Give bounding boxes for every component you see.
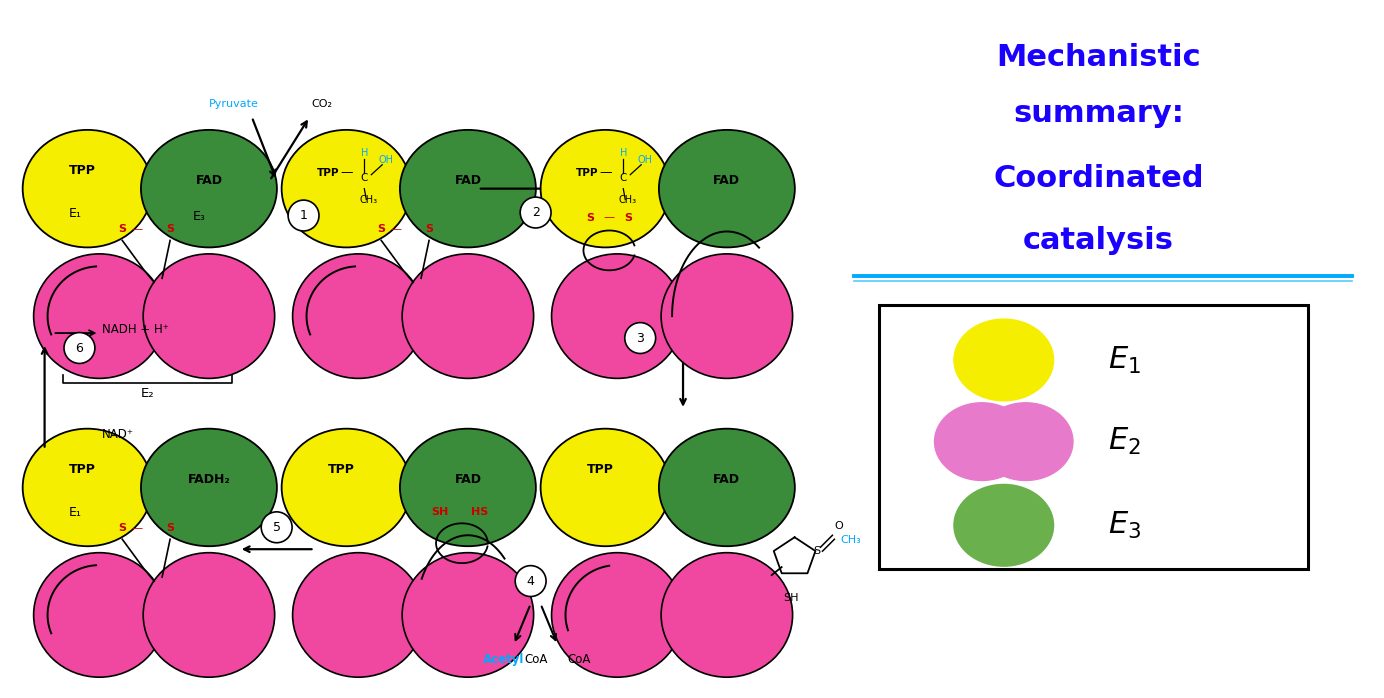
Text: 3: 3	[637, 332, 644, 345]
Text: CH₃: CH₃	[840, 535, 861, 545]
Text: Mechanistic: Mechanistic	[996, 43, 1201, 72]
Text: Acetyl: Acetyl	[483, 653, 525, 666]
Text: TPP: TPP	[69, 164, 95, 177]
Text: CH₃: CH₃	[619, 195, 637, 205]
Ellipse shape	[141, 130, 277, 247]
Text: S: S	[587, 212, 594, 223]
Text: TPP: TPP	[69, 463, 95, 476]
Text: FAD: FAD	[454, 174, 482, 187]
Text: —: —	[599, 165, 612, 179]
Ellipse shape	[22, 429, 152, 547]
Ellipse shape	[552, 553, 684, 677]
Circle shape	[624, 322, 656, 353]
Text: S: S	[378, 225, 385, 235]
Ellipse shape	[281, 130, 411, 247]
Ellipse shape	[954, 319, 1053, 401]
Ellipse shape	[281, 429, 411, 547]
Text: FAD: FAD	[195, 174, 223, 187]
Text: CO₂: CO₂	[311, 99, 332, 109]
Text: TPP: TPP	[587, 463, 613, 476]
Ellipse shape	[541, 429, 670, 547]
Text: CoA: CoA	[525, 653, 547, 666]
Text: E₂: E₂	[140, 387, 154, 400]
Text: H: H	[361, 148, 368, 158]
Ellipse shape	[143, 553, 274, 677]
FancyBboxPatch shape	[879, 305, 1308, 569]
Ellipse shape	[33, 553, 165, 677]
Ellipse shape	[403, 553, 534, 677]
Text: 4: 4	[527, 574, 534, 588]
Ellipse shape	[292, 254, 424, 378]
Text: NADH + H⁺: NADH + H⁺	[102, 323, 169, 336]
Text: Coordinated: Coordinated	[994, 164, 1204, 193]
Circle shape	[515, 565, 547, 597]
Ellipse shape	[954, 484, 1053, 566]
Text: E₁: E₁	[69, 207, 82, 220]
Text: C: C	[361, 172, 368, 183]
Text: HS: HS	[471, 507, 489, 517]
Text: TPP: TPP	[576, 168, 599, 178]
Text: FAD: FAD	[713, 473, 740, 486]
Text: CoA: CoA	[567, 653, 591, 666]
Text: S: S	[166, 225, 174, 235]
Text: OH: OH	[379, 155, 393, 165]
Text: $E_3$: $E_3$	[1109, 510, 1142, 541]
Text: S: S	[166, 524, 174, 533]
Ellipse shape	[22, 130, 152, 247]
Text: —: —	[340, 165, 353, 179]
Text: TPP: TPP	[328, 463, 354, 476]
Text: C: C	[620, 172, 627, 183]
Circle shape	[262, 512, 292, 543]
Text: —: —	[131, 524, 143, 533]
Text: $E_2$: $E_2$	[1109, 426, 1140, 457]
Ellipse shape	[403, 254, 534, 378]
Text: $E_1$: $E_1$	[1109, 344, 1142, 376]
Ellipse shape	[552, 254, 684, 378]
Circle shape	[520, 197, 551, 228]
Text: FAD: FAD	[713, 174, 740, 187]
Ellipse shape	[292, 553, 424, 677]
Text: —: —	[390, 225, 401, 235]
Ellipse shape	[33, 254, 165, 378]
Text: catalysis: catalysis	[1023, 226, 1174, 255]
Text: Pyruvate: Pyruvate	[209, 99, 259, 109]
Text: S: S	[118, 524, 126, 533]
Ellipse shape	[400, 130, 536, 247]
Ellipse shape	[141, 429, 277, 547]
Text: CH₃: CH₃	[360, 195, 378, 205]
Text: OH: OH	[638, 155, 653, 165]
Ellipse shape	[400, 429, 536, 547]
Circle shape	[288, 200, 318, 231]
Ellipse shape	[662, 553, 793, 677]
Ellipse shape	[659, 429, 794, 547]
Text: FADH₂: FADH₂	[188, 473, 230, 486]
Ellipse shape	[662, 254, 793, 378]
Text: 5: 5	[273, 521, 281, 534]
Circle shape	[64, 332, 95, 364]
Text: SH: SH	[432, 507, 448, 517]
Text: NAD⁺: NAD⁺	[102, 428, 134, 440]
Text: TPP: TPP	[317, 168, 339, 178]
Text: S: S	[812, 546, 821, 556]
Text: FAD: FAD	[454, 473, 482, 486]
Text: E₁: E₁	[69, 506, 82, 519]
Text: 1: 1	[299, 209, 307, 222]
Text: —: —	[131, 225, 143, 235]
Text: 6: 6	[76, 341, 83, 355]
Text: S: S	[118, 225, 126, 235]
Text: E₃: E₃	[192, 210, 205, 223]
Ellipse shape	[934, 403, 1030, 480]
Ellipse shape	[143, 254, 274, 378]
Text: S: S	[624, 212, 632, 223]
Text: SH: SH	[783, 593, 799, 603]
Text: O: O	[835, 521, 843, 531]
Text: H: H	[620, 148, 627, 158]
Ellipse shape	[659, 130, 794, 247]
Ellipse shape	[978, 403, 1073, 480]
Text: 2: 2	[531, 206, 540, 219]
Text: S: S	[425, 225, 433, 235]
Ellipse shape	[541, 130, 670, 247]
Text: —: —	[603, 212, 614, 223]
Text: summary:: summary:	[1013, 99, 1183, 128]
